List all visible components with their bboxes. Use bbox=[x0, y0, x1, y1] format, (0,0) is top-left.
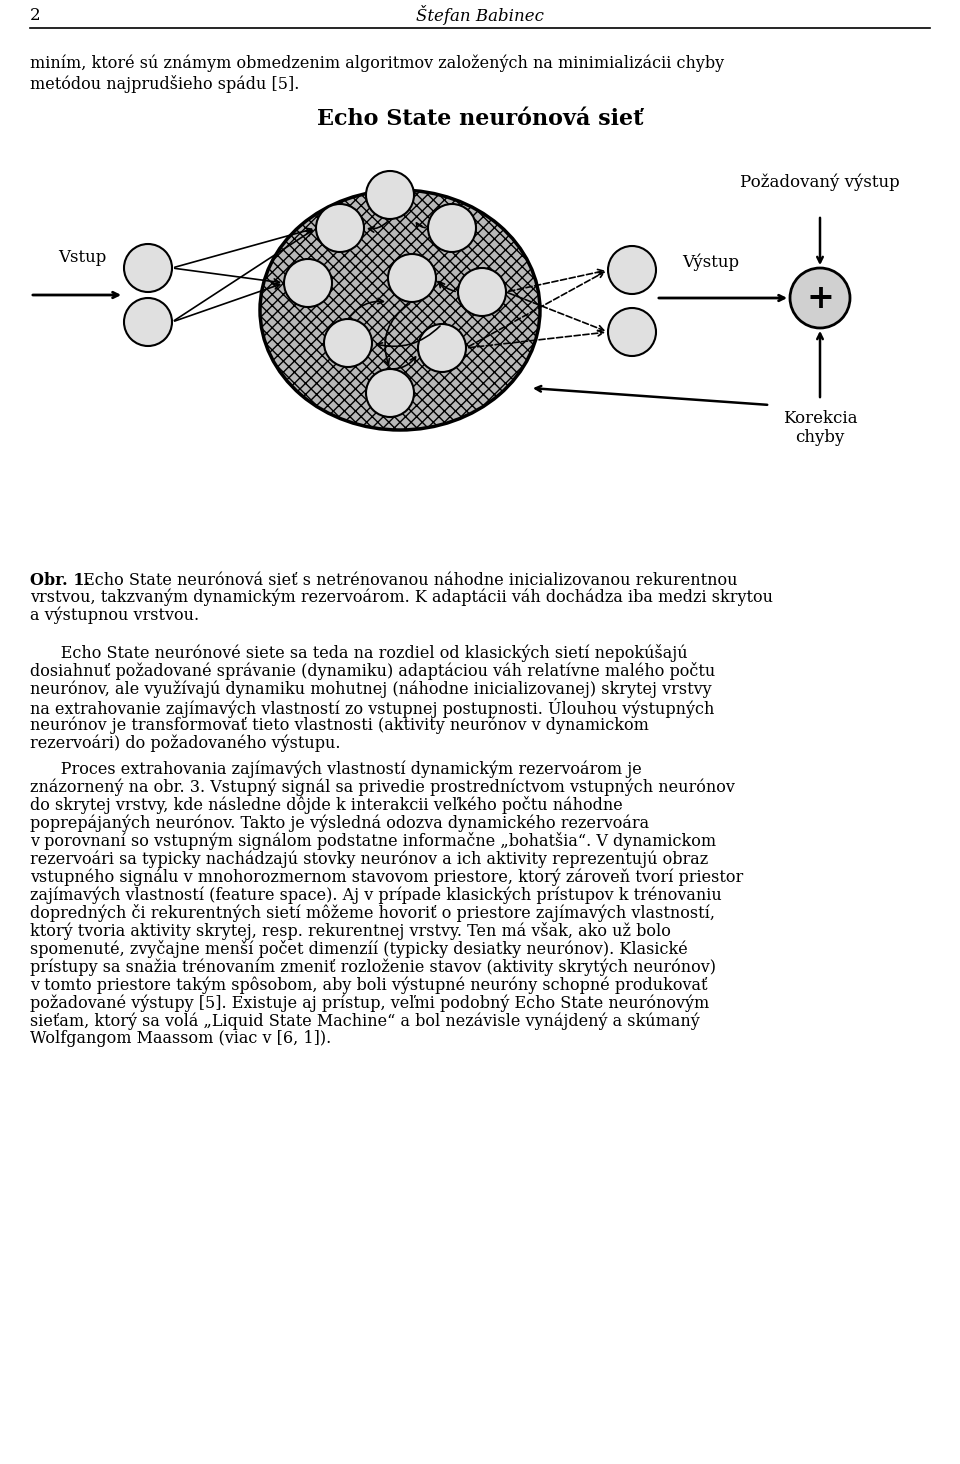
Circle shape bbox=[608, 307, 656, 356]
FancyArrowPatch shape bbox=[439, 281, 455, 291]
Circle shape bbox=[366, 369, 414, 417]
Text: neurónov je transformovať tieto vlastnosti (aktivity neurónov v dynamickom: neurónov je transformovať tieto vlastnos… bbox=[30, 716, 649, 733]
Text: Wolfgangom Maassom (viac v [6, 1]).: Wolfgangom Maassom (viac v [6, 1]). bbox=[30, 1031, 331, 1047]
Text: poprepájaných neurónov. Takto je výsledná odozva dynamického rezervoára: poprepájaných neurónov. Takto je výsledn… bbox=[30, 814, 649, 832]
Text: 2: 2 bbox=[30, 6, 40, 23]
Circle shape bbox=[316, 203, 364, 252]
Circle shape bbox=[608, 246, 656, 294]
Text: do skrytej vrstvy, kde následne dôjde k interakcii veľkého počtu náhodne: do skrytej vrstvy, kde následne dôjde k … bbox=[30, 796, 623, 814]
Text: Echo State neurónová sieť s netrénovanou náhodne inicializovanou rekurentnou: Echo State neurónová sieť s netrénovanou… bbox=[78, 572, 737, 589]
Text: ktorý tvoria aktivity skrytej, resp. rekurentnej vrstvy. Ten má však, ako už bol: ktorý tvoria aktivity skrytej, resp. rek… bbox=[30, 922, 671, 940]
Text: znázornený na obr. 3. Vstupný signál sa privedie prostredníctvom vstupných neuró: znázornený na obr. 3. Vstupný signál sa … bbox=[30, 777, 734, 795]
Text: Proces extrahovania zajímavých vlastností dynamickým rezervoárom je: Proces extrahovania zajímavých vlastnost… bbox=[30, 760, 641, 777]
FancyArrowPatch shape bbox=[175, 284, 279, 321]
Text: Echo State neurónové siete sa teda na rozdiel od klasických sietí nepokúšajú: Echo State neurónové siete sa teda na ro… bbox=[30, 644, 687, 662]
Circle shape bbox=[418, 324, 466, 372]
Text: Obr. 1.: Obr. 1. bbox=[30, 572, 90, 589]
Circle shape bbox=[458, 268, 506, 316]
Text: miním, ktoré sú známym obmedzenim algoritmov založených na minimializácii chyby: miním, ktoré sú známym obmedzenim algori… bbox=[30, 56, 724, 73]
Text: rezervoári) do požadovaného výstupu.: rezervoári) do požadovaného výstupu. bbox=[30, 733, 341, 751]
Circle shape bbox=[124, 299, 172, 346]
FancyArrowPatch shape bbox=[393, 357, 416, 369]
Text: metódou najprudšieho spádu [5].: metódou najprudšieho spádu [5]. bbox=[30, 75, 300, 94]
FancyArrowPatch shape bbox=[175, 230, 312, 321]
Text: zajímavých vlastností (feature space). Aj v prípade klasických prístupov k tréno: zajímavých vlastností (feature space). A… bbox=[30, 886, 722, 903]
Circle shape bbox=[388, 253, 436, 302]
FancyArrowPatch shape bbox=[175, 228, 312, 268]
Text: dosiahnuť požadované správanie (dynamiku) adaptáciou váh relatívne malého počtu: dosiahnuť požadované správanie (dynamiku… bbox=[30, 662, 715, 679]
Circle shape bbox=[366, 171, 414, 220]
Text: v porovnaní so vstupným signálom podstatne informačne „bohatšia“. V dynamickom: v porovnaní so vstupným signálom podstat… bbox=[30, 832, 716, 851]
Text: Echo State neurónová sieť: Echo State neurónová sieť bbox=[317, 108, 643, 130]
Text: Vstup: Vstup bbox=[58, 249, 107, 266]
Text: na extrahovanie zajímavých vlastností zo vstupnej postupnosti. Úlouhou výstupnýc: na extrahovanie zajímavých vlastností zo… bbox=[30, 698, 714, 717]
Circle shape bbox=[284, 259, 332, 307]
FancyArrowPatch shape bbox=[468, 331, 604, 347]
FancyArrowPatch shape bbox=[369, 221, 388, 233]
Text: a výstupnou vrstvou.: a výstupnou vrstvou. bbox=[30, 606, 199, 624]
Text: Štefan Babinec: Štefan Babinec bbox=[416, 4, 544, 25]
Circle shape bbox=[428, 203, 476, 252]
Text: Výstup: Výstup bbox=[682, 253, 739, 271]
Circle shape bbox=[124, 244, 172, 291]
FancyArrowPatch shape bbox=[509, 269, 604, 291]
Text: v tomto priestore takým spôsobom, aby boli výstupné neuróny schopné produkovať: v tomto priestore takým spôsobom, aby bo… bbox=[30, 976, 708, 994]
FancyArrowPatch shape bbox=[417, 223, 425, 228]
FancyArrowPatch shape bbox=[376, 326, 440, 348]
FancyArrowPatch shape bbox=[384, 303, 410, 365]
Text: prístupy sa snažia trénovaním zmeniť rozloženie stavov (aktivity skrytých neurón: prístupy sa snažia trénovaním zmeniť roz… bbox=[30, 957, 716, 975]
FancyArrowPatch shape bbox=[509, 293, 604, 331]
Text: dopredných či rekurentných sietí môžeme hovoriť o priestore zajímavých vlastnost: dopredných či rekurentných sietí môžeme … bbox=[30, 903, 715, 922]
Text: neurónov, ale využívajú dynamiku mohutnej (náhodne inicializovanej) skrytej vrst: neurónov, ale využívajú dynamiku mohutne… bbox=[30, 679, 711, 697]
FancyArrowPatch shape bbox=[468, 272, 604, 347]
Circle shape bbox=[790, 268, 850, 328]
Text: +: + bbox=[806, 281, 834, 315]
Text: spomenuté, zvyčajne menší počet dimenzíí (typicky desiatky neurónov). Klasické: spomenuté, zvyčajne menší počet dimenzíí… bbox=[30, 940, 687, 957]
Circle shape bbox=[324, 319, 372, 367]
Text: rezervoári sa typicky nachádzajú stovky neurónov a ich aktivity reprezentujú obr: rezervoári sa typicky nachádzajú stovky … bbox=[30, 851, 708, 868]
Text: Požadovaný výstup: Požadovaný výstup bbox=[740, 173, 900, 190]
Text: vrstvou, takzvaným dynamickým rezervoárom. K adaptácii váh dochádza iba medzi sk: vrstvou, takzvaným dynamickým rezervoáro… bbox=[30, 589, 773, 606]
Text: vstupného signálu v mnohorozmernom stavovom priestore, ktorý zároveň tvorí pries: vstupného signálu v mnohorozmernom stavo… bbox=[30, 868, 743, 886]
Text: Korekcia
chyby: Korekcia chyby bbox=[782, 410, 857, 447]
FancyArrowPatch shape bbox=[349, 299, 383, 316]
Ellipse shape bbox=[260, 190, 540, 430]
Text: sieťam, ktorý sa volá „Liquid State Machine“ a bol nezávisle vynájdený a skúmaný: sieťam, ktorý sa volá „Liquid State Mach… bbox=[30, 1012, 700, 1029]
FancyArrowPatch shape bbox=[175, 268, 279, 284]
Text: požadované výstupy [5]. Existuje aj prístup, veľmi podobný Echo State neurónovým: požadované výstupy [5]. Existuje aj prís… bbox=[30, 994, 709, 1012]
